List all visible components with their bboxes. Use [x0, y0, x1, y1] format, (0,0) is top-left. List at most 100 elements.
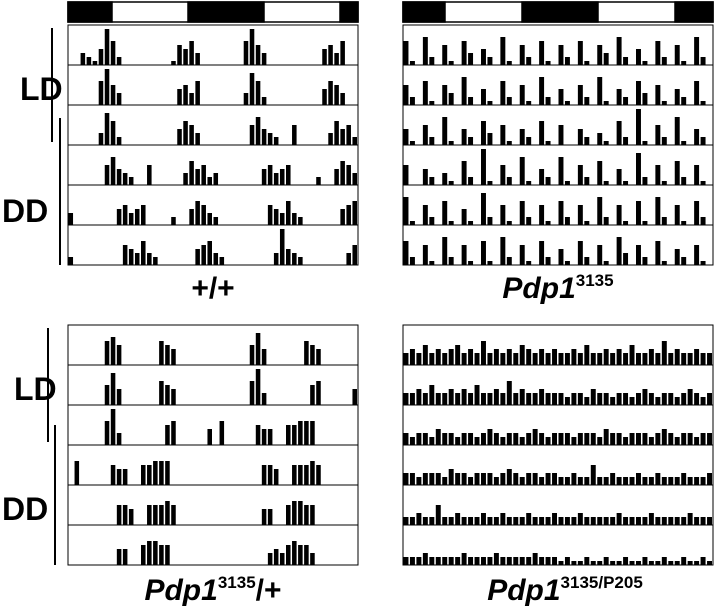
activity-bar	[442, 557, 448, 565]
activity-bar	[159, 381, 164, 405]
activity-bar	[519, 157, 525, 185]
activity-bar	[500, 237, 506, 265]
activity-bar	[500, 557, 506, 565]
activity-bar	[310, 553, 315, 565]
activity-bar	[153, 461, 158, 485]
activity-bar	[500, 125, 506, 145]
activity-bar	[116, 137, 122, 145]
activity-bar	[346, 125, 351, 145]
activity-bar	[661, 393, 667, 405]
activity-bar	[474, 437, 480, 445]
activity-bar	[416, 477, 422, 485]
activity-bar	[267, 165, 273, 185]
activity-bar	[474, 353, 480, 365]
activity-bar	[310, 421, 315, 445]
activity-bar	[623, 221, 629, 225]
activity-bar	[159, 505, 164, 525]
activity-bar	[304, 505, 309, 525]
activity-bar	[545, 393, 551, 405]
activity-bar	[261, 509, 267, 525]
activity-bar	[564, 261, 570, 265]
activity-bar	[429, 261, 435, 265]
activity-bar	[481, 393, 486, 405]
activity-bar	[461, 353, 467, 365]
activity-bar	[116, 57, 122, 65]
activity-bar	[442, 393, 448, 405]
activity-bar	[545, 221, 551, 225]
activity-bar	[623, 57, 629, 65]
activity-bar	[506, 349, 512, 365]
activity-bar	[603, 101, 609, 105]
activity-bar	[116, 169, 122, 185]
activity-bar	[422, 473, 428, 485]
activity-bar	[539, 349, 545, 365]
activity-bar	[506, 257, 512, 265]
activity-bar	[623, 393, 629, 405]
activity-bar	[545, 141, 551, 145]
activity-bar	[707, 473, 712, 485]
activity-bar	[422, 125, 428, 145]
activity-bar	[545, 257, 551, 265]
activity-bar	[642, 353, 648, 365]
activity-bar	[487, 557, 493, 565]
activity-bar	[403, 433, 409, 445]
activity-bar	[286, 425, 291, 445]
activity-bar	[623, 181, 629, 185]
activity-bar	[552, 473, 557, 485]
activity-bar	[661, 137, 667, 145]
activity-bar	[603, 517, 609, 525]
activity-bar	[636, 433, 641, 445]
activity-bar	[545, 473, 551, 485]
activity-bar	[629, 397, 635, 405]
activity-bar	[532, 473, 538, 485]
condition-label: LD	[20, 71, 63, 107]
activity-bar	[661, 429, 667, 445]
activity-bar	[506, 381, 512, 405]
activity-bar	[642, 389, 648, 405]
activity-bar	[340, 93, 345, 105]
activity-bar	[564, 517, 570, 525]
activity-bar	[500, 353, 506, 365]
activity-bar	[74, 461, 80, 485]
activity-bar	[487, 181, 493, 185]
activity-bar	[636, 109, 641, 145]
activity-bar	[539, 433, 545, 445]
activity-bar	[116, 209, 122, 225]
activity-bar	[468, 557, 474, 565]
activity-bar	[629, 477, 635, 485]
activity-bar	[416, 433, 422, 445]
activity-bar	[461, 77, 467, 105]
activity-bar	[165, 501, 170, 525]
activity-bar	[249, 381, 255, 405]
activity-bar	[552, 557, 557, 565]
activity-bar	[707, 393, 712, 405]
activity-bar	[316, 177, 321, 185]
activity-bar	[558, 201, 564, 225]
activity-bar	[409, 473, 415, 485]
activity-bar	[201, 205, 206, 225]
activity-bar	[694, 245, 700, 265]
activity-bar	[519, 85, 525, 105]
activity-bar	[539, 477, 545, 485]
activity-bar	[700, 217, 706, 225]
activity-bar	[597, 161, 603, 185]
activity-bar	[429, 557, 435, 565]
activity-bar	[526, 349, 532, 365]
activity-bar	[584, 397, 590, 405]
activity-bar	[207, 429, 212, 445]
activity-bar	[500, 81, 506, 105]
activity-bar	[674, 249, 680, 265]
activity-bar	[255, 81, 261, 105]
activity-bar	[532, 353, 538, 365]
condition-label: LD	[14, 371, 57, 407]
activity-bar	[310, 385, 315, 405]
activity-bar	[243, 41, 249, 65]
activity-bar	[539, 557, 545, 565]
activity-bar	[642, 257, 648, 265]
activity-bar	[292, 425, 297, 445]
activity-bar	[552, 513, 557, 525]
activity-bar	[590, 389, 596, 405]
activity-bar	[165, 345, 170, 365]
activity-bar	[481, 89, 486, 105]
activity-bar	[526, 101, 532, 105]
